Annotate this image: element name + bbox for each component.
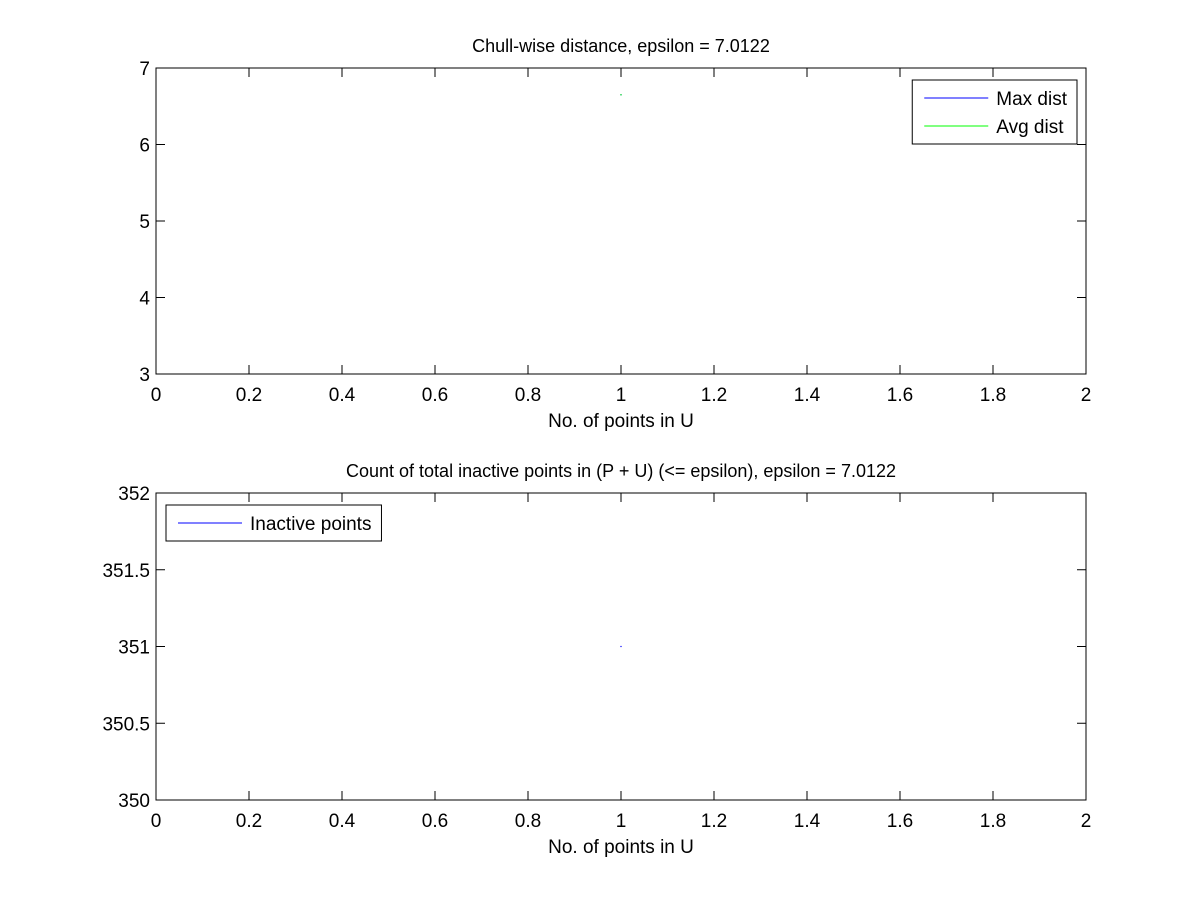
x-axis-label: No. of points in U <box>548 837 694 858</box>
x-tick-label: 0.6 <box>422 811 448 832</box>
x-tick-label: 1 <box>616 811 627 832</box>
x-tick-label: 1.8 <box>980 811 1006 832</box>
x-tick-label: 0.4 <box>329 811 356 832</box>
x-tick-label: 0.8 <box>515 385 541 406</box>
y-tick-label: 352 <box>118 484 150 505</box>
x-tick-label: 1.4 <box>794 385 821 406</box>
legend-label: Max dist <box>996 89 1067 110</box>
x-tick-label: 1.2 <box>701 811 727 832</box>
legend-label: Inactive points <box>250 514 371 535</box>
x-tick-label: 0.4 <box>329 385 356 406</box>
x-tick-label: 1.6 <box>887 385 913 406</box>
legend-box <box>911 79 1078 145</box>
x-tick-label: 2 <box>1081 811 1092 832</box>
x-tick-label: 1.4 <box>794 811 821 832</box>
y-tick-label: 3 <box>139 365 150 386</box>
x-axis-label: No. of points in U <box>548 411 694 432</box>
x-tick-label: 0.2 <box>236 811 262 832</box>
y-tick-label: 351.5 <box>102 561 150 582</box>
chart-title: Chull-wise distance, epsilon = 7.0122 <box>472 36 770 56</box>
x-tick-label: 0 <box>151 811 162 832</box>
x-tick-label: 0.8 <box>515 811 541 832</box>
x-tick-label: 1.2 <box>701 385 727 406</box>
y-tick-label: 351 <box>118 638 150 659</box>
y-tick-label: 7 <box>139 59 150 80</box>
legend-label: Avg dist <box>996 117 1064 138</box>
x-tick-label: 0 <box>151 385 162 406</box>
legend: Max dist Avg dist <box>911 79 1078 145</box>
subplot-1: Chull-wise distance, epsilon = 7.0122 0 0.… <box>139 36 1091 432</box>
x-tick-label: 2 <box>1081 385 1092 406</box>
y-tick-label: 5 <box>139 212 150 233</box>
x-tick-label: 1.6 <box>887 811 913 832</box>
y-tick-label: 350 <box>118 791 150 812</box>
y-tick-label: 4 <box>139 289 150 310</box>
chart-title: Count of total inactive points in (P + U… <box>346 461 896 481</box>
x-tick-label: 1.8 <box>980 385 1006 406</box>
x-tick-label: 0.2 <box>236 385 262 406</box>
x-tick-label: 1 <box>616 385 627 406</box>
y-tick-label: 6 <box>139 136 150 157</box>
x-tick-label: 0.6 <box>422 385 448 406</box>
y-tick-label: 350.5 <box>102 714 150 735</box>
subplot-2: Count of total inactive points in (P + U… <box>102 461 1091 858</box>
legend: Inactive points <box>165 504 382 542</box>
